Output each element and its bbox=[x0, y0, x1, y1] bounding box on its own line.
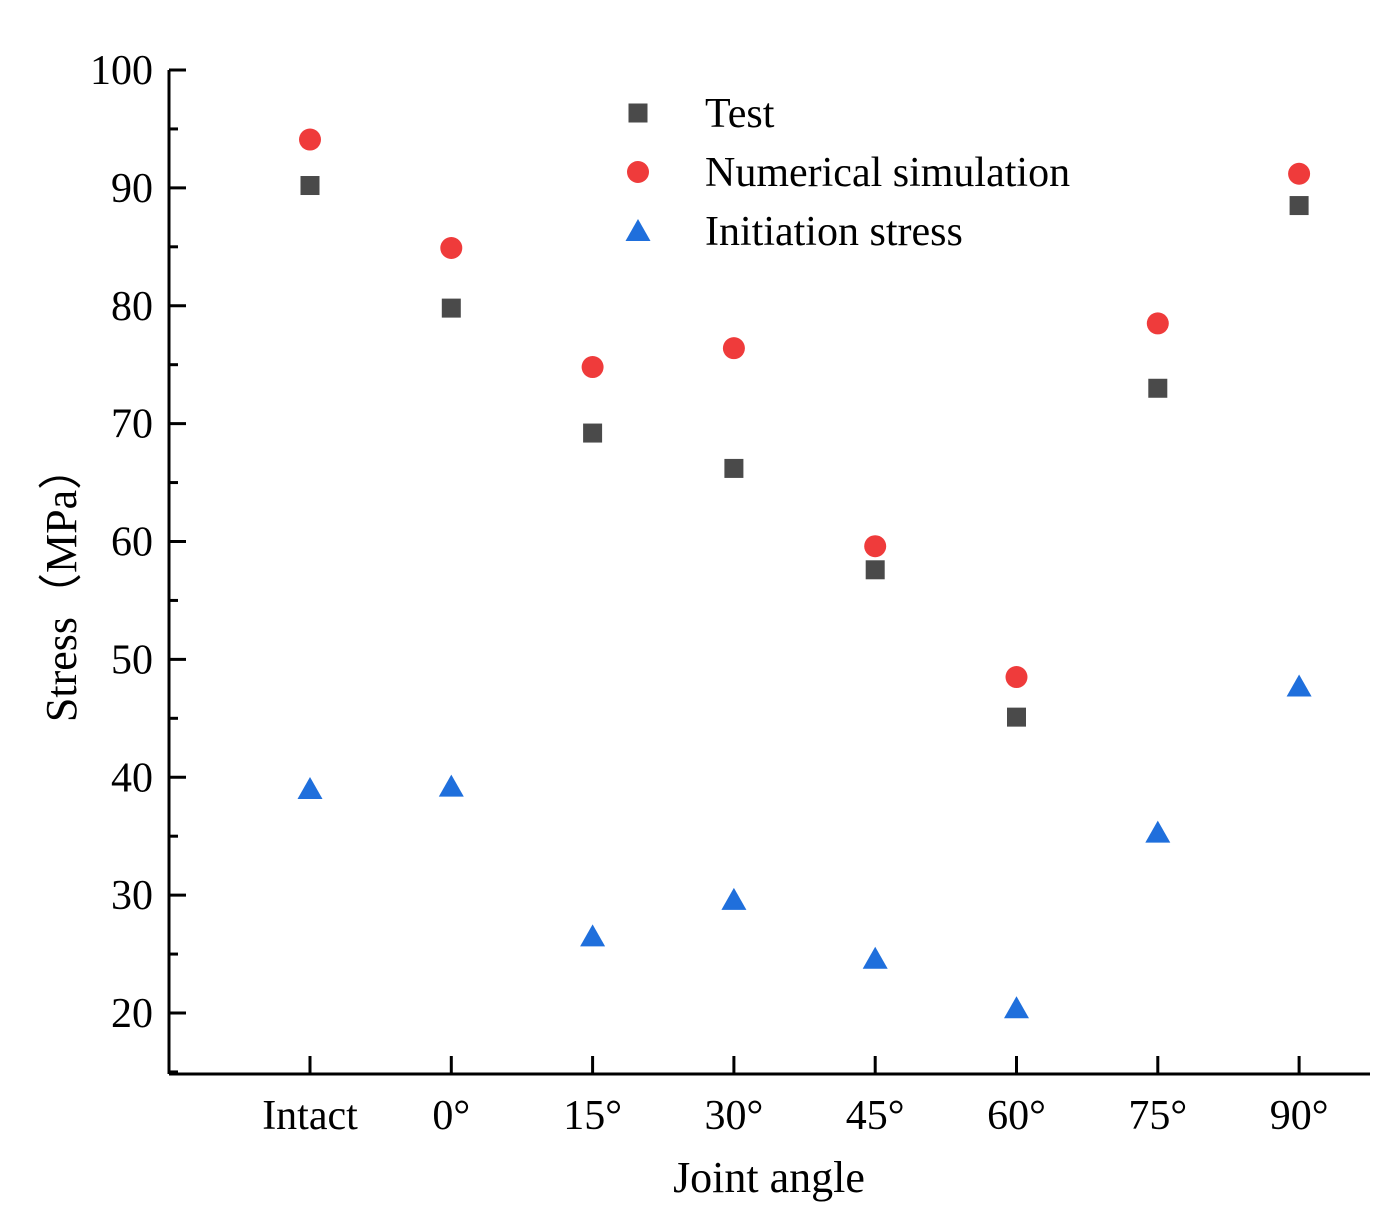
numerical-simulation-point bbox=[581, 356, 604, 379]
y-tick-label: 40 bbox=[111, 755, 153, 801]
numerical-simulation-point bbox=[864, 535, 887, 558]
initiation-stress-point bbox=[721, 887, 747, 910]
x-tick-label: 15° bbox=[563, 1093, 622, 1139]
initiation-stress-point bbox=[297, 777, 323, 800]
numerical-simulation-point bbox=[1146, 312, 1169, 335]
legend: Test Numerical simulation Initiation stres… bbox=[625, 91, 1070, 255]
legend-marker-initiation-stress bbox=[625, 219, 651, 241]
test-point bbox=[300, 176, 320, 196]
legend-label-numerical-simulation: Numerical simulation bbox=[705, 150, 1070, 196]
y-tick-label: 30 bbox=[111, 873, 153, 919]
test-point bbox=[1289, 196, 1309, 216]
test-point bbox=[583, 423, 603, 443]
y-tick-label: 70 bbox=[111, 402, 153, 448]
numerical-simulation-point bbox=[440, 236, 463, 259]
x-tick-label: 90° bbox=[1270, 1093, 1329, 1139]
y-axis-title: Stress（MPa） bbox=[37, 446, 86, 722]
legend-marker-numerical-simulation bbox=[627, 161, 649, 183]
y-tick-label: 60 bbox=[111, 520, 153, 566]
numerical-simulation-point bbox=[1005, 666, 1028, 689]
initiation-stress-point bbox=[438, 774, 464, 797]
legend-marker-test bbox=[628, 103, 648, 123]
numerical-simulation-point bbox=[299, 128, 321, 151]
x-tick-label: 30° bbox=[705, 1093, 764, 1139]
data-points bbox=[297, 128, 1312, 1019]
test-point bbox=[724, 458, 744, 478]
axes bbox=[167, 70, 1370, 1076]
x-axis-title: Joint angle bbox=[673, 1153, 865, 1202]
x-tick-label: 75° bbox=[1128, 1093, 1187, 1139]
test-point bbox=[1148, 378, 1168, 398]
y-tick-label: 20 bbox=[111, 991, 153, 1037]
test-point bbox=[865, 560, 885, 580]
x-ticks: Intact 0° 15° 30° 45° 60° 75° 90° bbox=[262, 1056, 1328, 1139]
initiation-stress-point bbox=[862, 946, 888, 969]
y-ticks: 20 30 40 50 60 70 80 90 100 bbox=[90, 48, 186, 1074]
initiation-stress-point bbox=[1145, 820, 1171, 843]
x-tick-label: 0° bbox=[432, 1093, 470, 1139]
numerical-simulation-point bbox=[722, 337, 745, 360]
numerical-simulation-point bbox=[1288, 162, 1311, 185]
x-tick-label: 60° bbox=[987, 1093, 1046, 1139]
initiation-stress-point bbox=[1004, 996, 1029, 1019]
y-tick-label: 50 bbox=[111, 637, 153, 683]
y-tick-label: 100 bbox=[90, 48, 153, 94]
test-point bbox=[441, 298, 461, 318]
y-tick-label: 90 bbox=[111, 166, 153, 212]
legend-label-initiation-stress: Initiation stress bbox=[705, 209, 963, 255]
x-tick-label: 45° bbox=[846, 1093, 905, 1139]
y-tick-label: 80 bbox=[111, 284, 153, 330]
initiation-stress-point bbox=[580, 924, 606, 947]
x-tick-label: Intact bbox=[262, 1093, 358, 1139]
test-point bbox=[1007, 707, 1026, 727]
initiation-stress-point bbox=[1286, 674, 1312, 697]
legend-label-test: Test bbox=[705, 91, 775, 137]
